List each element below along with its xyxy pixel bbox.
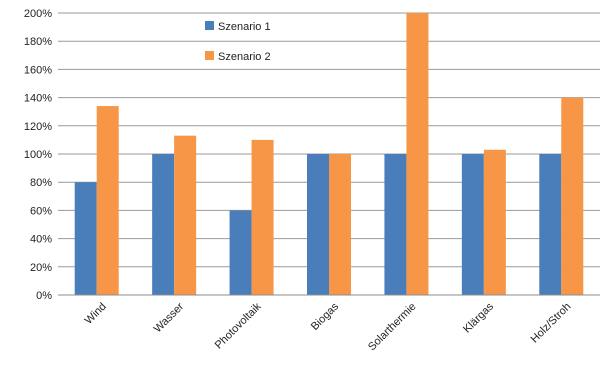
- y-tick-label: 60%: [30, 205, 52, 217]
- y-tick-label: 200%: [24, 8, 52, 20]
- x-category-label: Photovoltaik: [213, 300, 264, 351]
- x-category-label: Wasser: [152, 300, 187, 335]
- bar-2-photovoltaik: [251, 139, 274, 295]
- bar-1-kl-rgas: [461, 154, 484, 295]
- y-tick-label: 180%: [24, 36, 52, 48]
- y-tick-label: 20%: [30, 262, 52, 274]
- legend: Szenario 1 Szenario 2: [205, 21, 271, 63]
- bar-2-wasser: [174, 135, 197, 295]
- bar-1-solarthermie: [384, 154, 407, 295]
- y-tick-label: 80%: [30, 177, 52, 189]
- bars: [74, 13, 584, 295]
- y-tick-label: 0%: [36, 290, 52, 302]
- bar-2-holz-stroh: [561, 97, 584, 295]
- legend-label: Szenario 2: [218, 51, 271, 63]
- x-axis-category-labels: Wind Wasser Photovoltaik Biogas Solarthermie…: [83, 300, 574, 353]
- y-tick-label: 140%: [24, 93, 52, 105]
- bar-1-wasser: [152, 154, 175, 295]
- bar-2-wind: [96, 106, 119, 295]
- legend-swatch: [205, 51, 214, 60]
- bar-1-holz-stroh: [539, 154, 562, 295]
- bar-1-photovoltaik: [229, 210, 252, 295]
- legend-label: Szenario 1: [218, 21, 271, 33]
- legend-swatch: [205, 21, 214, 30]
- y-tick-label: 100%: [24, 149, 52, 161]
- y-axis-tick-labels: 0% 20% 40% 60% 80% 100% 120% 140% 160% 180% 200%: [24, 8, 52, 302]
- x-category-label: Solarthermie: [366, 301, 419, 354]
- bar-1-biogas: [307, 154, 329, 295]
- x-category-label: Holz/Stroh: [529, 301, 574, 346]
- bar-2-solarthermie: [406, 13, 429, 295]
- y-tick-label: 160%: [24, 64, 52, 76]
- x-category-label: Wind: [83, 301, 109, 327]
- bar-1-wind: [74, 182, 97, 295]
- bar-2-biogas: [329, 154, 351, 295]
- bar-2-kl-rgas: [483, 149, 506, 295]
- x-category-label: Biogas: [309, 300, 342, 333]
- x-category-label: Klärgas: [461, 300, 496, 335]
- y-tick-label: 40%: [30, 234, 52, 246]
- y-tick-label: 120%: [24, 121, 52, 133]
